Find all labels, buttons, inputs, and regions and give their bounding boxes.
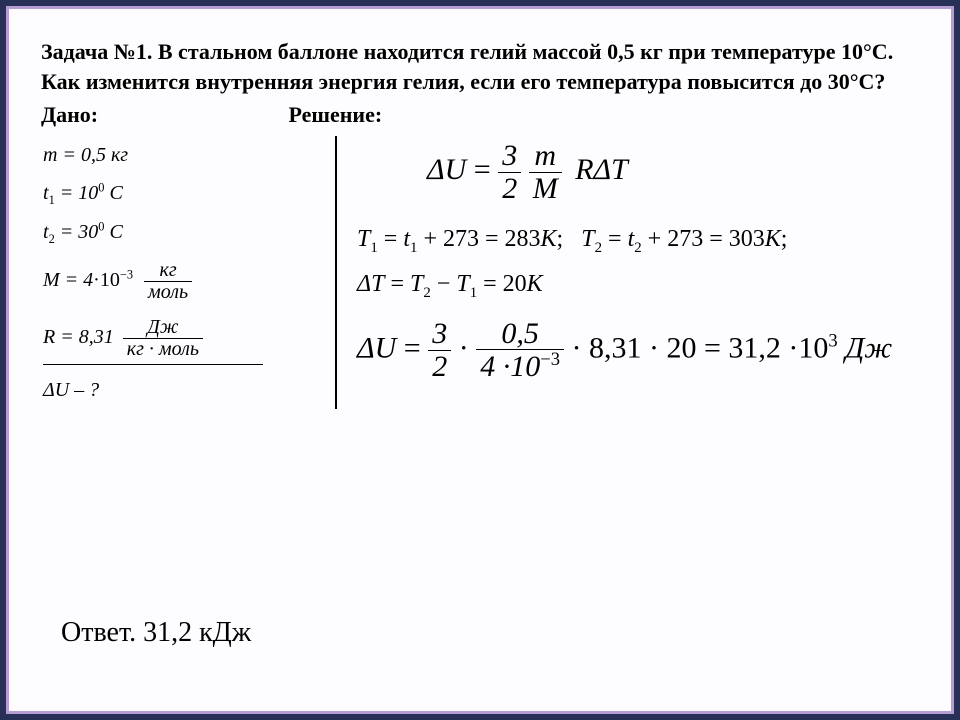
page-frame: Задача №1. В стальном баллоне находится … [6, 6, 954, 714]
separator-line [335, 136, 337, 408]
given-find: ΔU – ? [43, 371, 323, 409]
given-R: R = 8,31 Дж кг · моль [43, 317, 323, 360]
eq-delta-t: ΔT = T2 − T1 = 20K [357, 271, 923, 302]
formula-numeric: ΔU = 3 2 · 0,5 4 ·10−3 · 8,31 · 20 = 31,… [357, 318, 923, 383]
solution-block: ΔΔUU = 3 2 m M RΔT T1 = t1 + 273 = 283K;… [357, 136, 923, 397]
given-m: m = 0,5 кг [43, 136, 323, 174]
answer-line: Ответ. 31,2 кДж [61, 617, 251, 649]
answer-value: 31,2 кДж [143, 617, 251, 648]
given-molar-mass: M = 4·10−3 кг моль [43, 260, 323, 303]
answer-label: Ответ. [61, 617, 136, 648]
given-divider [43, 364, 263, 365]
work-area: m = 0,5 кг t1 = 100 C t2 = 300 C M = [37, 136, 923, 408]
problem-statement: Задача №1. В стальном баллоне находится … [41, 37, 923, 96]
given-block: m = 0,5 кг t1 = 100 C t2 = 300 C M = [43, 136, 323, 408]
given-t1: t1 = 100 C [43, 174, 323, 213]
label-solution: Решение: [289, 102, 383, 127]
label-given: Дано: [41, 102, 283, 128]
eq-temps: T1 = t1 + 273 = 283K; T2 = t2 + 273 = 30… [357, 226, 923, 257]
formula-main: ΔΔUU = 3 2 m M RΔT [427, 140, 923, 204]
section-labels: Дано: Решение: [41, 102, 923, 128]
given-t2: t2 = 300 C [43, 213, 323, 252]
